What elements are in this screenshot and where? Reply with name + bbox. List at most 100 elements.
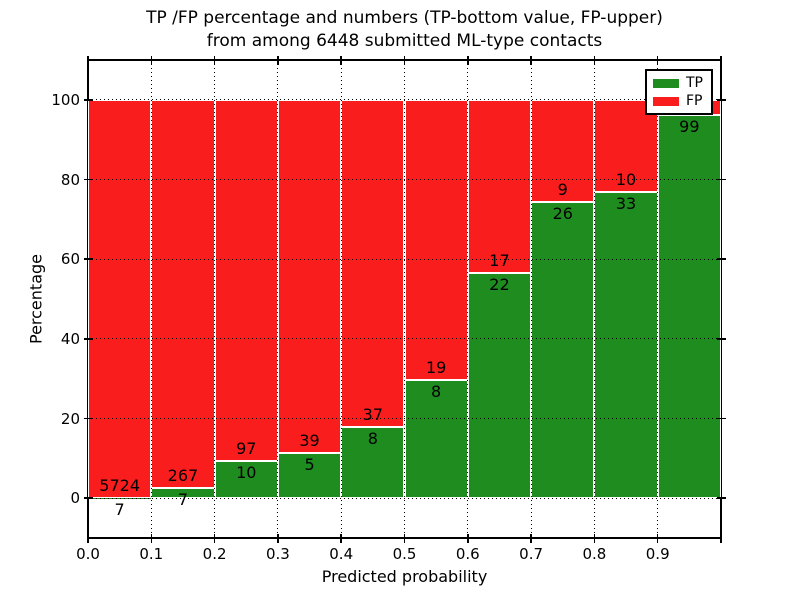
tick-mark-y-right	[716, 99, 726, 101]
tick-mark-x-bottom	[403, 533, 406, 543]
grid-line-vertical	[467, 60, 469, 538]
y-tick-label: 40	[60, 329, 80, 348]
bar-segment-fp	[404, 99, 468, 381]
bar-segment-fp	[594, 99, 658, 193]
tick-mark-x-top	[530, 55, 532, 65]
tick-mark-x-bottom	[87, 533, 89, 543]
tick-mark-x-bottom	[530, 533, 532, 543]
grid-line-vertical	[150, 60, 152, 538]
tick-mark-x-top	[720, 55, 722, 65]
tp-swatch-icon	[653, 78, 679, 88]
bar-count-label-tp: 7	[177, 489, 189, 509]
x-axis-label: Predicted probability	[321, 567, 488, 586]
tick-mark-y-left	[83, 258, 93, 260]
tick-mark-x-top	[593, 55, 596, 65]
y-tick-label: 100	[51, 90, 80, 109]
bar-segment-tp	[657, 115, 721, 499]
bar-count-label-tp: 99	[679, 117, 700, 137]
tick-mark-x-top	[150, 55, 153, 65]
tick-mark-x-bottom	[277, 533, 279, 543]
tick-mark-y-right	[716, 178, 726, 181]
bar-count-label-tp: 26	[552, 204, 573, 224]
bar-segment-tp	[594, 192, 658, 499]
y-tick-label: 20	[60, 409, 80, 428]
tick-mark-x-top	[213, 55, 216, 65]
bar-count-label-tp: 22	[489, 275, 510, 295]
bar-count-label-fp: 10	[615, 170, 637, 190]
legend-item-tp: TP	[653, 76, 705, 90]
bar-count-label-tp: 8	[431, 382, 442, 402]
x-tick-label: 0.3	[265, 545, 290, 563]
bar-count-label-tp: 5	[304, 454, 315, 474]
bar-segment-fp	[467, 99, 532, 274]
tick-mark-y-left	[83, 338, 93, 340]
grid-line-vertical	[214, 60, 216, 538]
legend-item-fp: FP	[653, 94, 705, 108]
bar-count-label-fp: 19	[425, 358, 447, 378]
tick-mark-y-left	[83, 417, 93, 420]
tick-mark-x-bottom	[150, 533, 153, 543]
x-tick-label: 0.6	[455, 545, 480, 563]
bar-count-label-tp: 8	[367, 429, 378, 449]
tick-mark-x-bottom	[656, 533, 659, 543]
tick-mark-x-bottom	[340, 533, 342, 543]
tick-mark-x-bottom	[720, 533, 722, 543]
grid-line-vertical	[530, 60, 532, 538]
bar-segment-fp	[151, 99, 215, 488]
y-tick-label: 0	[70, 489, 80, 508]
bar-segment-tp	[467, 273, 532, 499]
x-tick-label: 0.9	[645, 545, 670, 563]
legend-label-tp: TP	[686, 75, 703, 91]
grid-line-vertical	[340, 60, 342, 538]
grid-line-vertical	[657, 60, 659, 538]
tick-mark-x-top	[340, 55, 342, 65]
x-tick-label: 0.8	[582, 545, 607, 563]
tick-mark-x-top	[656, 55, 659, 65]
y-tick-label: 60	[60, 250, 80, 269]
bar-segment-tp	[277, 452, 342, 499]
tick-mark-x-top	[403, 55, 406, 65]
bar-count-label-fp: 97	[236, 438, 257, 458]
bar-segment-fp	[214, 99, 278, 461]
x-tick-label: 0.0	[76, 545, 100, 563]
bar-segment-fp	[88, 99, 152, 498]
x-tick-label: 0.1	[139, 545, 164, 563]
grid-line-vertical	[277, 60, 279, 538]
tick-mark-x-bottom	[593, 533, 596, 543]
tick-mark-x-top	[87, 55, 89, 65]
bar-count-label-fp: 267	[167, 465, 199, 485]
bar-segment-tp	[341, 427, 405, 499]
bar-count-label-tp: 33	[615, 194, 637, 214]
tick-mark-y-right	[716, 497, 726, 499]
bar-segment-tp	[151, 487, 215, 499]
chart-title-line2: from among 6448 submitted ML-type contac…	[206, 31, 603, 51]
tick-mark-x-bottom	[467, 533, 469, 543]
x-tick-label: 0.4	[329, 545, 354, 563]
y-tick-label: 80	[60, 170, 80, 189]
tick-mark-y-right	[716, 417, 726, 420]
bar-count-label-fp: 9	[557, 180, 568, 200]
tick-mark-x-top	[467, 55, 469, 65]
legend-label-fp: FP	[686, 93, 703, 109]
tick-mark-y-right	[716, 338, 726, 340]
bar-segment-fp	[277, 99, 342, 453]
tick-mark-y-right	[716, 258, 726, 260]
bar-segment-tp	[531, 202, 595, 499]
bar-segment-tp	[214, 460, 278, 499]
tick-mark-y-left	[83, 497, 93, 499]
chart-title-line1: TP /FP percentage and numbers (TP-bottom…	[146, 8, 663, 28]
bar-segment-fp	[531, 99, 595, 203]
legend: TP FP	[645, 69, 713, 115]
bar-segment-fp	[341, 99, 405, 428]
tick-mark-x-top	[277, 55, 279, 65]
x-tick-label: 0.5	[392, 545, 417, 563]
bar-count-label-tp: 7	[114, 499, 125, 519]
bar-segment-tp	[404, 380, 468, 499]
x-tick-label: 0.2	[202, 545, 227, 563]
grid-line-vertical	[404, 60, 405, 538]
fp-swatch-icon	[653, 96, 679, 106]
bar-count-label-fp: 37	[362, 405, 384, 425]
tick-mark-y-left	[83, 178, 93, 181]
plot-area: 5724 7 267 7 97 10 39 5 37 8 19 8 17 22 9 26 10 33 99	[83, 55, 726, 543]
